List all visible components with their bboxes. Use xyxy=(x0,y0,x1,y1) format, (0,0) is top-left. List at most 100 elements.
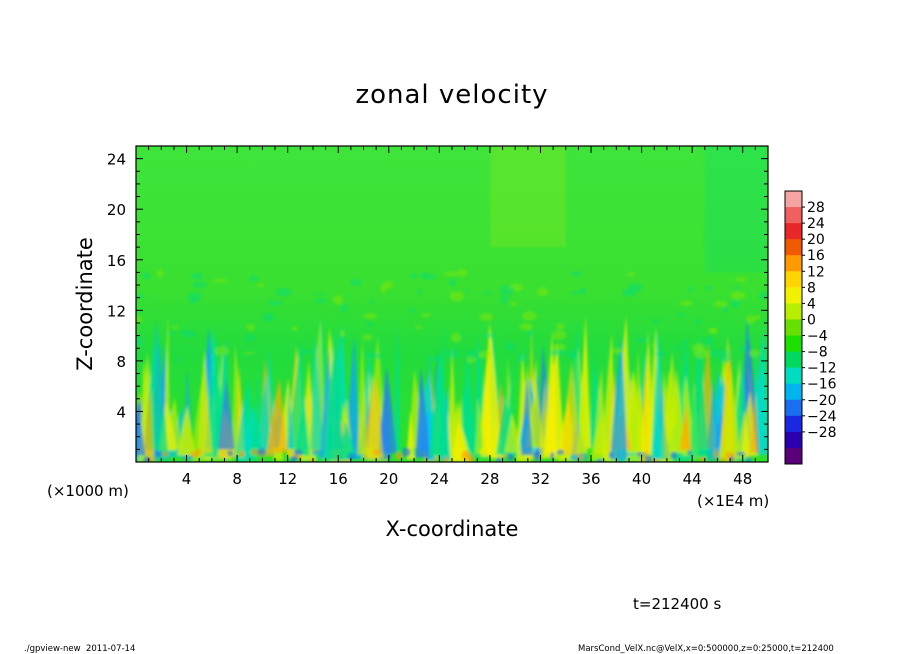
velocity-plume xyxy=(379,384,392,460)
x-tick-label: 8 xyxy=(232,470,242,488)
colorbar-swatch xyxy=(785,191,802,208)
velocity-plume xyxy=(366,372,384,459)
velocity-plume xyxy=(357,339,368,455)
y-tick-label: 4 xyxy=(116,403,126,421)
x-tick-label: 32 xyxy=(531,470,550,488)
velocity-surface-cell xyxy=(670,451,678,460)
velocity-plume xyxy=(757,321,767,450)
footer-right: MarsCond_VelX.nc@VelX,x=0:500000,z=0:250… xyxy=(578,644,834,654)
velocity-streak xyxy=(652,340,657,349)
velocity-plume xyxy=(544,333,558,458)
velocity-surface-cell xyxy=(636,452,644,457)
velocity-plume xyxy=(153,337,164,450)
velocity-plume xyxy=(203,389,212,453)
velocity-streak xyxy=(340,304,348,313)
colorbar-frame xyxy=(784,190,803,465)
velocity-plume xyxy=(415,366,431,458)
velocity-streak xyxy=(510,302,517,306)
chart-title: zonal velocity xyxy=(355,80,548,110)
velocity-surface-cell xyxy=(395,452,403,460)
velocity-streak xyxy=(171,325,180,329)
velocity-surface-cell xyxy=(532,450,541,461)
velocity-streak xyxy=(459,334,468,338)
velocity-plume xyxy=(266,378,288,453)
velocity-plume xyxy=(539,376,548,459)
colorbar-level-label: 16 xyxy=(807,248,825,264)
velocity-streak xyxy=(578,287,587,294)
velocity-streak xyxy=(257,283,265,287)
velocity-surface-cell xyxy=(495,456,502,462)
velocity-streak xyxy=(693,348,710,359)
velocity-plume xyxy=(480,322,502,457)
x-axis: 4 8 12 16 20 24 28 32 36 40 44 48 xyxy=(148,146,756,488)
velocity-streak xyxy=(732,286,741,290)
velocity-streak xyxy=(677,312,685,318)
velocity-surface-cell xyxy=(608,451,614,459)
velocity-streak xyxy=(635,337,649,343)
velocity-plume xyxy=(323,325,344,461)
y-axis: 4 8 12 16 20 24 xyxy=(107,151,768,450)
colorbar-swatch xyxy=(785,447,802,465)
velocity-streak xyxy=(363,313,378,319)
velocity-surface-cell xyxy=(550,452,555,460)
velocity-streak xyxy=(242,352,256,355)
plot-area xyxy=(136,146,768,462)
velocity-streak xyxy=(262,312,275,323)
x-tick-label: 36 xyxy=(581,470,600,488)
velocity-surface-cell xyxy=(401,447,411,458)
velocity-streak xyxy=(136,336,144,347)
x-tick-label: 48 xyxy=(733,470,752,488)
velocity-surface-cell xyxy=(250,449,260,456)
velocity-surface-cell xyxy=(373,449,381,456)
colorbar-level-label: 28 xyxy=(807,200,825,216)
velocity-streak xyxy=(427,355,442,362)
velocity-streak xyxy=(566,350,578,360)
velocity-plume xyxy=(669,368,686,453)
velocity-plume xyxy=(635,346,643,457)
y-axis-label: Z-coordinate xyxy=(73,237,97,371)
velocity-streak xyxy=(740,345,747,352)
y-tick-label: 20 xyxy=(107,201,126,219)
velocity-streak xyxy=(729,299,741,308)
velocity-streak xyxy=(450,332,462,343)
footer-left: ./gpview-new 2011-07-14 xyxy=(24,644,135,654)
velocity-plume xyxy=(235,397,252,462)
colorbar-swatch xyxy=(785,223,802,240)
velocity-streak xyxy=(420,271,428,277)
velocity-streak xyxy=(549,349,565,357)
velocity-surface-cell xyxy=(156,451,162,457)
colorbar-swatch xyxy=(785,399,802,417)
x-tick-label: 40 xyxy=(632,470,651,488)
velocity-streak xyxy=(704,336,714,347)
x-unit-left: (×1000 m) xyxy=(47,482,129,500)
colorbar-level-label: 12 xyxy=(807,264,825,280)
velocity-streak xyxy=(749,349,761,358)
velocity-streak xyxy=(483,332,495,339)
velocity-surface-cell xyxy=(161,451,169,457)
velocity-plume xyxy=(393,322,401,451)
velocity-streak xyxy=(625,289,641,292)
colorbar-level-label: −24 xyxy=(807,409,837,425)
velocity-streak xyxy=(481,291,495,294)
velocity-streak xyxy=(184,334,198,338)
velocity-surface-cell xyxy=(556,449,565,455)
velocity-streak xyxy=(735,277,747,282)
time-label: t=212400 s xyxy=(633,595,721,613)
x-tick-label: 20 xyxy=(379,470,398,488)
velocity-plume xyxy=(142,387,154,455)
velocity-streak xyxy=(448,279,457,287)
velocity-plume xyxy=(641,342,656,452)
y-tick-label: 16 xyxy=(107,252,126,270)
velocity-streak xyxy=(556,322,565,330)
colorbar-level-label: −16 xyxy=(807,377,837,393)
colorbar-swatch xyxy=(785,319,802,336)
colorbar-swatch xyxy=(785,207,802,224)
colorbar-level-label: −12 xyxy=(807,361,837,377)
velocity-streak xyxy=(406,309,417,313)
velocity-streak xyxy=(414,325,423,329)
velocity-streak xyxy=(142,272,151,280)
colorbar-swatch xyxy=(785,287,802,304)
velocity-streak xyxy=(628,283,643,291)
velocity-streak xyxy=(340,329,346,338)
